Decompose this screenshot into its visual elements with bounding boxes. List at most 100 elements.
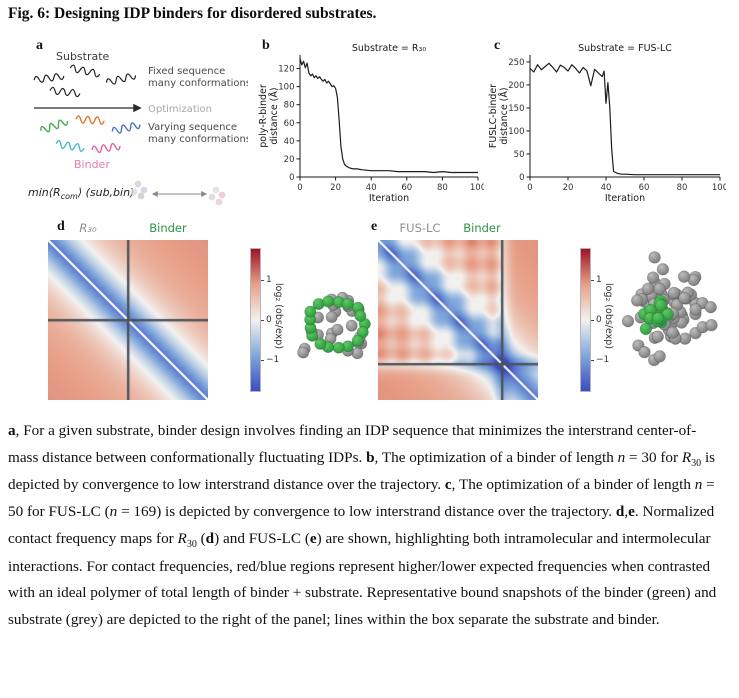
convergence-line: [529, 62, 720, 176]
fixed-sequence-text-2: many conformations: [148, 78, 248, 89]
substrate-conformations-icon: [33, 64, 137, 98]
figure-caption: a, For a given substrate, binder design …: [8, 418, 724, 634]
figure-title: Fig. 6: Designing IDP binders for disord…: [8, 5, 377, 22]
caption-segment: 30: [186, 538, 197, 550]
substrate-bead: [678, 291, 691, 305]
binder-bead: [341, 297, 354, 310]
convergence-line: [299, 58, 478, 174]
optimization-text: Optimization: [148, 104, 212, 115]
chart-title: Substrate = R₃₀: [352, 43, 426, 54]
caption-segment: n: [109, 503, 118, 521]
y-tick-label: 0: [519, 173, 524, 183]
colorbar-d: 1 0 −1: [250, 248, 279, 392]
varying-sequence-text-1: Varying sequence: [148, 122, 237, 133]
varying-sequence-text-2: many conformations: [148, 134, 248, 145]
caption-segment: ,: [624, 503, 629, 521]
chart-title: Substrate = FUS-LC: [578, 43, 672, 54]
substrate-bead: [641, 282, 655, 295]
substrate-label: Substrate: [56, 50, 110, 63]
substrate-bead: [325, 311, 338, 324]
y-tick-label: 200: [508, 81, 524, 91]
caption-segment: c: [444, 476, 452, 494]
y-tick-label: 50: [514, 150, 525, 160]
fixed-sequence-text-1: Fixed sequence: [148, 66, 225, 77]
map-d-substrate-label: R₃₀: [79, 221, 97, 235]
binder-bead: [354, 309, 367, 322]
x-tick-label: 80: [437, 183, 448, 193]
binder-bead: [639, 322, 653, 336]
objective-formula: min⟨Rcom⟩ (sub,bin): [28, 186, 134, 201]
substrate-bead: [666, 326, 679, 339]
colorbar-tick: −1: [596, 355, 610, 365]
substrate-bead: [689, 303, 702, 316]
substrate-bead: [651, 330, 664, 343]
binder-conformations-icon: [40, 115, 141, 154]
colorbar-e: 1 0 −1: [580, 248, 609, 392]
y-tick-label: 100: [508, 127, 524, 137]
caption-segment: 30: [691, 457, 702, 469]
panel-c-label: c: [494, 38, 501, 53]
y-tick-label: 40: [284, 137, 295, 147]
substrate-bead: [656, 263, 670, 276]
bound-snapshot-r30: [297, 291, 371, 360]
colorbar-tick: 0: [266, 315, 272, 325]
substrate-bead: [705, 318, 718, 332]
contact-map-r30: [48, 240, 208, 400]
substrate-bead: [297, 346, 310, 359]
caption-segment: b: [366, 448, 375, 466]
caption-segment: . Normalized contact frequency maps for: [8, 503, 715, 547]
caption-segment: (: [196, 529, 206, 547]
substrate-bead: [648, 251, 661, 264]
y-tick-label: 120: [278, 65, 294, 75]
substrate-bead: [631, 294, 644, 307]
convergence-chart-fuslc: Substrate = FUS-LC 0 50 100 150 200 250 0 20 40 60…: [488, 43, 726, 204]
y-tick-label: 0: [289, 173, 294, 183]
x-tick-label: 40: [366, 183, 377, 193]
binder-bead: [356, 326, 369, 339]
x-tick-label: 60: [639, 183, 650, 193]
x-tick-label: 40: [601, 183, 612, 193]
colorbar-tick: 1: [596, 275, 602, 285]
substrate-bead: [704, 301, 717, 314]
panel-e-label: e: [371, 219, 378, 234]
x-tick-label: 20: [563, 183, 574, 193]
convergence-chart-r30: Substrate = R₃₀ 0 20 40 60 80 100 120 0 20 40 60 80 1…: [258, 43, 484, 204]
binder-bead: [651, 312, 665, 325]
y-tick-label: 60: [284, 119, 295, 129]
binder-label: Binder: [74, 158, 110, 171]
y-tick-label: 150: [508, 104, 524, 114]
caption-segment: = 30 for: [625, 448, 682, 466]
colorbar-d-gradient: [250, 248, 261, 392]
caption-segment: R: [681, 448, 692, 466]
caption-segment: e: [628, 503, 635, 521]
y-axis-label-line1: poly-R-binder: [258, 84, 269, 148]
x-tick-label: 20: [330, 183, 341, 193]
colorbar-tick: 0: [596, 315, 602, 325]
map-e-binder-label: Binder: [463, 221, 501, 235]
x-tick-label: 80: [677, 183, 688, 193]
colorbar-d-label: log₂ (obs/exp): [273, 283, 284, 350]
x-tick-label: 100: [712, 183, 726, 193]
panel-b-label: b: [262, 38, 270, 53]
y-tick-label: 250: [508, 58, 524, 68]
substrate-bead: [646, 271, 660, 284]
caption-segment: , For a given substrate, binder design i…: [8, 422, 697, 466]
x-axis-label: Iteration: [605, 193, 645, 204]
caption-segment: = 50 for FUS-LC (: [8, 476, 715, 521]
colorbar-e-gradient: [580, 248, 591, 392]
contact-map-fuslc: [378, 240, 538, 400]
y-axis-label-line2: distance (Å): [498, 87, 510, 144]
y-axis-label-line2: distance (Å): [268, 87, 280, 144]
panel-d-label: d: [57, 219, 65, 234]
caption-segment: n: [617, 448, 626, 466]
caption-segment: a: [8, 422, 16, 439]
caption-segment: ) are shown, highlighting both intramole…: [8, 529, 717, 628]
caption-segment: ) and FUS-LC (: [214, 529, 310, 547]
substrate-bead: [331, 323, 344, 336]
map-e-substrate-label: FUS-LC: [399, 221, 441, 235]
x-tick-label: 0: [527, 183, 532, 193]
caption-segment: e: [309, 529, 317, 547]
bound-snapshot-icon: [130, 180, 226, 206]
caption-segment: d: [615, 503, 625, 521]
